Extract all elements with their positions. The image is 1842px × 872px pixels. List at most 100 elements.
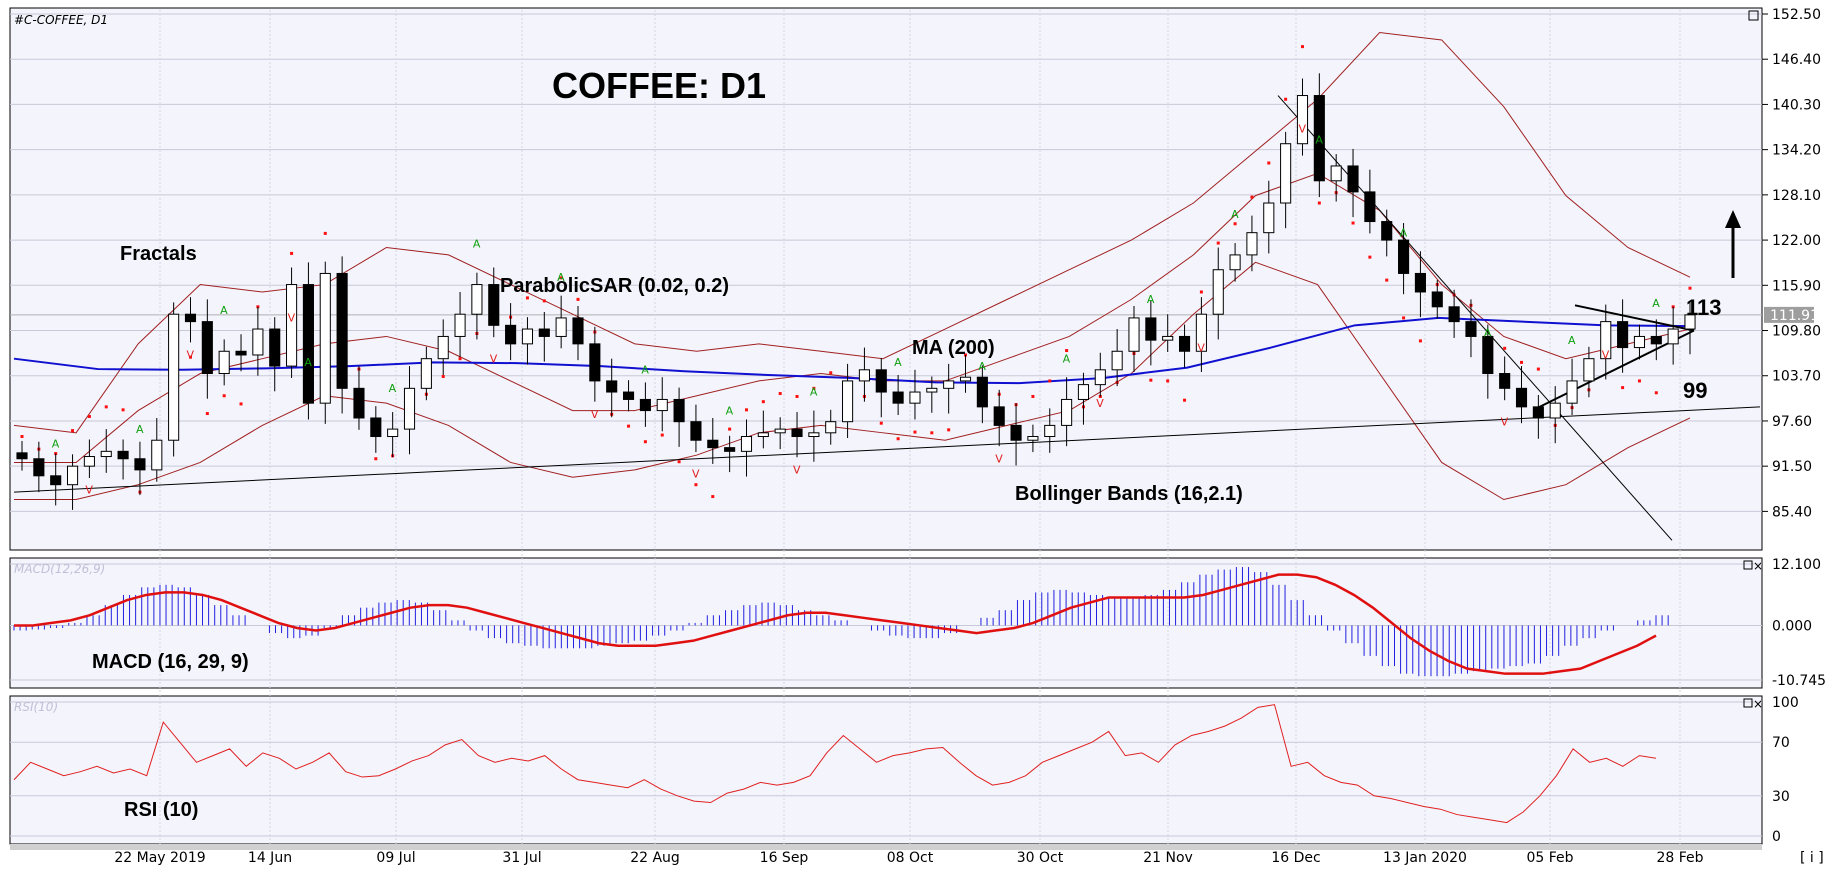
time-tick-label: 08 Oct [887,850,934,866]
sar-dot [1284,97,1288,101]
candle-body [1667,328,1679,345]
candle-body [454,313,466,337]
macd-panel-buttons[interactable]: × [1743,559,1763,573]
sar-dot [711,495,715,499]
sar-dot [542,299,546,303]
sar-dot [1351,221,1355,225]
candle-body [1128,317,1140,352]
candle-body [1178,335,1191,352]
candle-body [1600,321,1612,360]
sar-dot [744,408,748,412]
candle-body [353,387,365,419]
sar-dot [1031,394,1035,398]
time-tick-label: 14 Jun [248,850,292,866]
sar-dot [812,386,816,390]
last-price-label: 111.91 [1770,308,1819,324]
macd-header: MACD(12,26,9) [14,562,105,576]
candle-body [943,380,955,389]
price-maximize-icon[interactable] [1748,10,1759,21]
resistance-level-label: 113 [1686,295,1722,320]
fractals-label: Fractals [120,243,197,265]
sar-dot [694,483,698,487]
rsi-panel[interactable] [9,695,1763,845]
time-tick-label: 13 Jan 2020 [1383,850,1467,866]
sar-dot [1065,349,1069,353]
sar-dot [778,392,782,396]
sar-dot [879,421,883,425]
macd-axis: 12.100 0.000 -10.745 [1772,557,1826,689]
rsi-maximize-icon[interactable] [1743,698,1753,708]
sar-dot [20,435,24,439]
fractal-up-marker: A [1063,352,1071,365]
candle-body [606,380,618,393]
candle-body [791,428,803,438]
candle-body [420,358,432,389]
candle-body [825,421,837,434]
macd-maximize-icon[interactable] [1743,560,1753,570]
rsi-header: RSI(10) [14,700,58,714]
candle-body [1145,317,1157,341]
candle-body [151,439,163,471]
candle-body [690,421,702,441]
rsi-tick-label: 30 [1772,789,1790,805]
sar-dot [1536,367,1540,371]
sar-dot [290,251,294,255]
sar-dot [1402,316,1406,320]
sar-dot [205,412,209,416]
candle-body [1650,335,1662,345]
candle-body [1414,272,1426,293]
sar-dot [1418,339,1422,343]
fractal-up-marker: A [1400,226,1408,239]
sar-dot [795,394,799,398]
support-level-label: 99 [1683,378,1707,403]
macd-histogram [13,567,1669,677]
time-tick-label: 22 May 2019 [114,850,205,866]
price-panel[interactable] [9,7,1763,551]
price-tick-label: 122.00 [1772,233,1821,249]
macd-signal-line [14,573,1657,675]
candle-body [269,328,281,367]
fractal-up-marker: A [1568,334,1576,347]
sar-dot [1503,346,1507,350]
fractal-down-marker: V [1602,349,1610,362]
candle-body [336,272,348,389]
macd-panel[interactable] [9,557,1763,689]
downtrend-line [1277,95,1673,541]
candle-body [1482,335,1494,375]
sar-dot [677,460,681,464]
candle-body [168,313,180,441]
rsi-panel-buttons[interactable]: × [1743,697,1763,711]
info-button[interactable]: [ i ] [1800,850,1824,866]
fractal-up-marker: A [1484,326,1492,339]
sar-dot [1048,379,1052,383]
sar-dot [1385,278,1389,282]
sar-dot [1300,45,1304,49]
sar-dot [239,402,243,406]
candle-body [1296,95,1309,145]
price-tick-label: 91.50 [1772,459,1812,475]
candle-body [589,343,601,382]
fractal-up-marker: A [1652,297,1660,310]
fractal-up-marker: A [641,364,649,377]
rsi-close-icon[interactable]: × [1753,697,1763,711]
time-tick-label: 16 Dec [1271,850,1320,866]
candle-body [892,391,904,404]
candle-body [555,317,567,337]
price-tick-label: 85.40 [1772,504,1812,520]
candle-body [521,328,534,345]
fractal-up-marker: A [220,304,228,317]
price-tick-label: 140.30 [1772,97,1821,113]
sar-dot [222,394,226,398]
sar-dot [761,400,765,404]
time-tick-label: 22 Aug [630,850,680,866]
last-price-marker: 111.91 [1764,306,1819,324]
candle-body [1246,232,1258,256]
candle-body [471,284,483,315]
price-tick-label: 152.50 [1772,7,1821,23]
candle-body [1162,335,1174,341]
candle-body [1465,321,1477,337]
macd-close-icon[interactable]: × [1753,559,1763,573]
macd-signal-path [14,573,1657,675]
sar-dot [1520,360,1524,364]
